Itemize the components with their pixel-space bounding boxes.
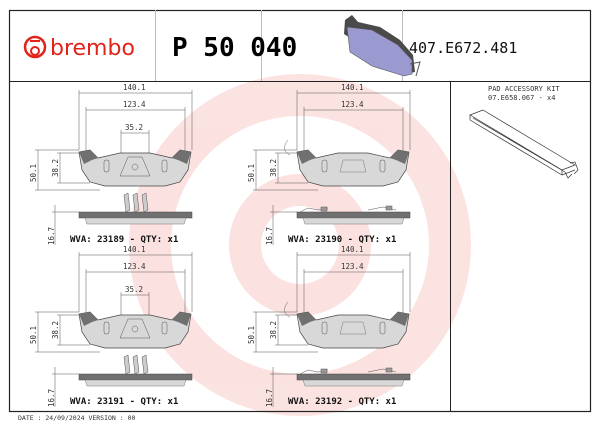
width-dimension: 140.1 bbox=[341, 245, 364, 254]
wva-label: WVA: 23190 - QTY: x1 bbox=[288, 235, 396, 245]
inner-height-dimension: 38.2 bbox=[269, 159, 278, 177]
accessory-clip-drawing bbox=[469, 109, 579, 179]
wva-label: WVA: 23191 - QTY: x1 bbox=[70, 397, 178, 407]
pad-panel: 140.1 123.4 50.1 38.2 16.7 WVA: 23190 - QTY: … bbox=[247, 83, 411, 245]
width-dimension: 140.1 bbox=[341, 83, 364, 92]
pad-front-view bbox=[296, 311, 410, 349]
width-dimension: 140.1 bbox=[123, 83, 146, 92]
pad-render-image bbox=[344, 15, 421, 77]
pad-side-view bbox=[78, 373, 193, 381]
pad-front-view bbox=[78, 149, 192, 187]
pad-side-view bbox=[78, 211, 193, 219]
inner-width-dimension: 123.4 bbox=[341, 100, 364, 109]
center-dimension: 35.2 bbox=[125, 285, 143, 294]
width-dimension: 140.1 bbox=[123, 245, 146, 254]
inner-height-dimension: 38.2 bbox=[269, 321, 278, 339]
pad-side-view bbox=[296, 211, 411, 219]
brand-name: brembo bbox=[50, 36, 135, 61]
height-dimension: 50.1 bbox=[29, 164, 38, 182]
thickness-dimension: 16.7 bbox=[47, 389, 56, 407]
pad-side-view bbox=[296, 373, 411, 381]
brembo-watermark bbox=[129, 74, 471, 416]
accessory-code: 07.E658.067 - x4 bbox=[488, 94, 555, 102]
footer-date-version: DATE : 24/09/2024 VERSION : 00 bbox=[18, 414, 135, 422]
frame bbox=[8, 9, 592, 413]
height-dimension: 50.1 bbox=[247, 326, 256, 344]
pad-panel: 140.1 123.4 35.2 50.1 38.2 16.7 WVA: 23191 - Q… bbox=[29, 245, 193, 407]
clip-drawing bbox=[123, 192, 149, 213]
brembo-logo: brembo bbox=[23, 35, 135, 61]
wear-sensor-drawing bbox=[299, 205, 397, 213]
inner-width-dimension: 123.4 bbox=[123, 262, 146, 271]
reference-code: 407.E672.481 bbox=[409, 39, 517, 57]
pad-panel: 140.1 123.4 35.2 50.1 38.2 16.7 WVA: 23189 - Q… bbox=[29, 83, 193, 245]
thickness-dimension: 16.7 bbox=[265, 389, 274, 407]
pad-front-view bbox=[296, 149, 410, 187]
inner-width-dimension: 123.4 bbox=[341, 262, 364, 271]
center-dimension: 35.2 bbox=[125, 123, 143, 132]
height-dimension: 50.1 bbox=[29, 326, 38, 344]
inner-height-dimension: 38.2 bbox=[51, 321, 60, 339]
wva-label: WVA: 23192 - QTY: x1 bbox=[288, 397, 396, 407]
inner-width-dimension: 123.4 bbox=[123, 100, 146, 109]
product-code: P 50 040 bbox=[172, 33, 297, 63]
height-dimension: 50.1 bbox=[247, 164, 256, 182]
inner-height-dimension: 38.2 bbox=[51, 159, 60, 177]
thickness-dimension: 16.7 bbox=[265, 227, 274, 245]
wear-sensor-drawing bbox=[299, 367, 397, 375]
pad-front-view bbox=[78, 311, 192, 349]
clip-drawing bbox=[123, 354, 149, 375]
wva-label: WVA: 23189 - QTY: x1 bbox=[70, 235, 178, 245]
thickness-dimension: 16.7 bbox=[47, 227, 56, 245]
accessory-title: PAD ACCESSORY KIT bbox=[488, 85, 560, 93]
pad-panel: 140.1 123.4 50.1 38.2 16.7 WVA: 23192 - QTY: … bbox=[247, 245, 411, 407]
